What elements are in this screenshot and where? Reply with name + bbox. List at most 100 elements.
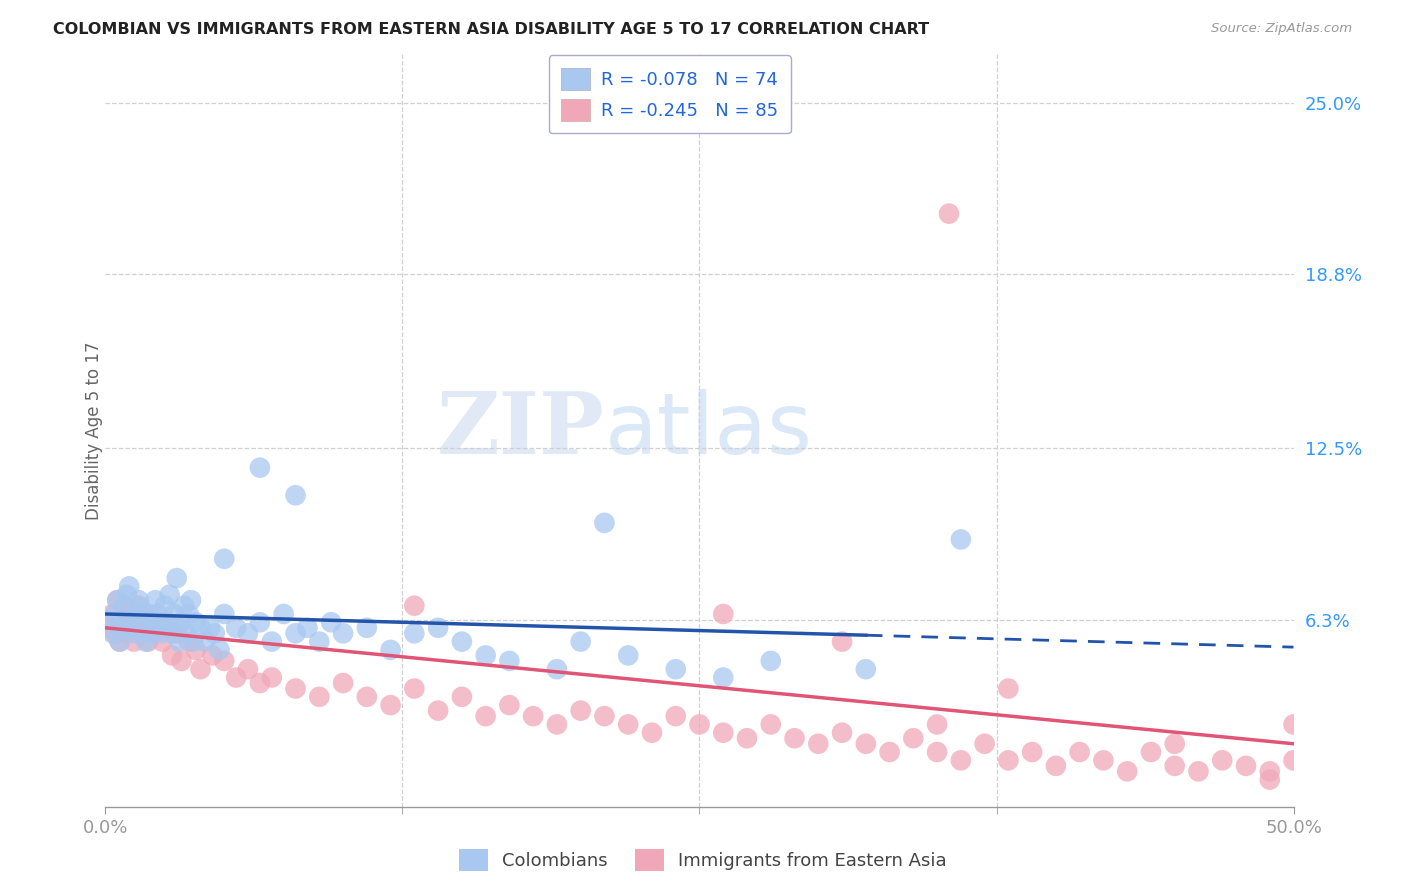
Point [711, 725, 734, 739]
Point [115, 588, 138, 602]
Point [949, 753, 972, 767]
Point [807, 737, 830, 751]
Point [128, 593, 150, 607]
Point [759, 654, 782, 668]
Point [104, 626, 127, 640]
Point [1282, 753, 1305, 767]
Point [122, 626, 145, 640]
Point [98, 621, 121, 635]
Point [121, 621, 143, 635]
Point [427, 704, 450, 718]
Point [297, 621, 319, 635]
Point [132, 607, 155, 621]
Point [101, 626, 124, 640]
Point [783, 731, 806, 746]
Point [174, 626, 197, 640]
Point [273, 607, 295, 621]
Text: ZIP: ZIP [437, 388, 605, 473]
Point [1069, 745, 1091, 759]
Point [404, 626, 426, 640]
Text: COLOMBIAN VS IMMIGRANTS FROM EASTERN ASIA DISABILITY AGE 5 TO 17 CORRELATION CHA: COLOMBIAN VS IMMIGRANTS FROM EASTERN ASI… [53, 22, 929, 37]
Point [118, 613, 141, 627]
Point [1092, 753, 1115, 767]
Point [380, 643, 402, 657]
Point [1258, 772, 1281, 787]
Point [711, 671, 734, 685]
Point [308, 690, 330, 704]
Point [474, 709, 496, 723]
Point [498, 698, 520, 712]
Point [121, 621, 143, 635]
Point [593, 516, 616, 530]
Point [855, 737, 877, 751]
Point [201, 648, 224, 663]
Point [332, 626, 354, 640]
Point [214, 607, 236, 621]
Text: Source: ZipAtlas.com: Source: ZipAtlas.com [1212, 22, 1353, 36]
Point [156, 615, 179, 630]
Point [225, 621, 247, 635]
Point [1258, 764, 1281, 779]
Point [236, 662, 259, 676]
Point [450, 690, 472, 704]
Legend: Colombians, Immigrants from Eastern Asia: Colombians, Immigrants from Eastern Asia [451, 842, 955, 879]
Point [260, 634, 283, 648]
Point [143, 593, 166, 607]
Point [108, 634, 131, 648]
Point [284, 488, 307, 502]
Point [427, 621, 450, 635]
Point [925, 717, 948, 731]
Point [132, 621, 155, 635]
Point [194, 634, 217, 648]
Point [665, 709, 688, 723]
Point [214, 551, 236, 566]
Point [139, 615, 162, 630]
Point [139, 626, 162, 640]
Point [759, 717, 782, 731]
Point [104, 607, 127, 621]
Point [1187, 764, 1209, 779]
Point [129, 601, 152, 615]
Point [190, 621, 212, 635]
Point [1282, 717, 1305, 731]
Point [184, 643, 207, 657]
Point [177, 607, 200, 621]
Legend: R = -0.078   N = 74, R = -0.245   N = 85: R = -0.078 N = 74, R = -0.245 N = 85 [548, 55, 790, 134]
Point [114, 599, 136, 613]
Point [1045, 759, 1067, 773]
Point [356, 621, 378, 635]
Point [903, 731, 925, 746]
Point [308, 634, 330, 648]
Point [284, 626, 307, 640]
Text: atlas: atlas [605, 389, 813, 472]
Point [177, 634, 200, 648]
Point [173, 599, 195, 613]
Point [1164, 737, 1187, 751]
Point [136, 634, 159, 648]
Point [128, 599, 150, 613]
Point [1164, 759, 1187, 773]
Point [163, 607, 186, 621]
Point [149, 626, 172, 640]
Point [166, 621, 188, 635]
Point [593, 709, 616, 723]
Point [136, 607, 159, 621]
Point [160, 648, 183, 663]
Point [522, 709, 544, 723]
Point [569, 634, 592, 648]
Point [617, 717, 640, 731]
Point [105, 593, 128, 607]
Point [711, 607, 734, 621]
Point [214, 654, 236, 668]
Point [170, 615, 193, 630]
Point [105, 593, 128, 607]
Point [142, 615, 165, 630]
Point [129, 626, 152, 640]
Point [204, 626, 226, 640]
Point [101, 607, 124, 621]
Point [146, 621, 169, 635]
Point [284, 681, 307, 696]
Point [855, 662, 877, 676]
Point [260, 671, 283, 685]
Y-axis label: Disability Age 5 to 17: Disability Age 5 to 17 [86, 341, 103, 520]
